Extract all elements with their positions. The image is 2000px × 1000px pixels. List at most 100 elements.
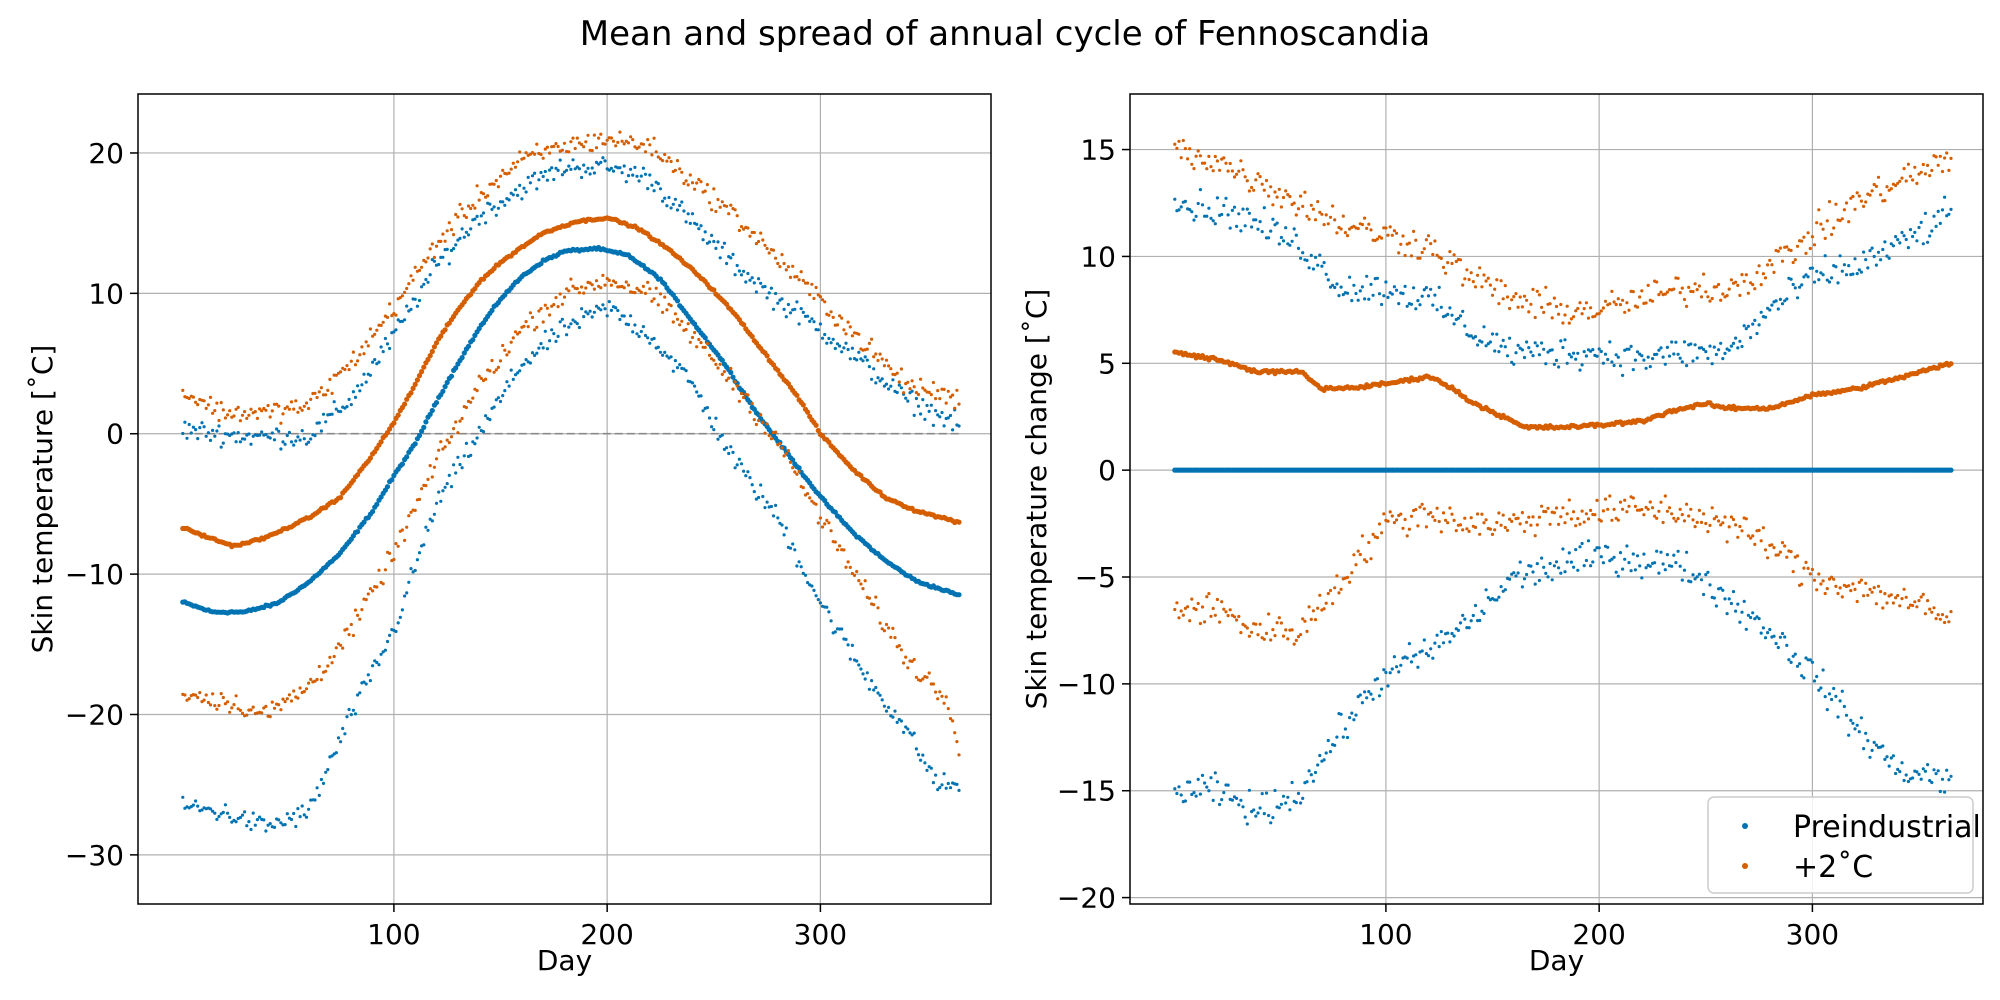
data-point: [795, 300, 799, 304]
data-point: [1572, 565, 1576, 569]
data-point: [400, 319, 404, 323]
data-point: [268, 436, 272, 440]
left-x-axis-label: Day: [537, 944, 592, 977]
data-point: [413, 297, 417, 301]
data-point: [360, 345, 364, 349]
data-point: [1303, 190, 1307, 194]
data-point: [279, 708, 283, 712]
data-point: [631, 330, 635, 334]
data-point: [202, 698, 206, 702]
data-point: [603, 159, 607, 163]
data-point: [699, 341, 703, 345]
data-point: [196, 437, 200, 441]
data-point: [1761, 526, 1765, 530]
data-point: [893, 636, 897, 640]
data-point: [1599, 519, 1603, 523]
data-point: [780, 523, 784, 527]
data-point: [541, 156, 545, 160]
data-point: [430, 475, 434, 479]
data-point: [432, 465, 436, 469]
data-point: [417, 298, 422, 303]
data-point: [1277, 616, 1281, 620]
data-point: [1900, 230, 1904, 235]
data-point: [1392, 229, 1396, 233]
data-point: [324, 393, 328, 397]
data-point: [737, 457, 742, 461]
data-point: [1196, 601, 1200, 606]
data-point: [1857, 580, 1861, 585]
data-point: [1296, 246, 1301, 250]
data-point: [791, 264, 795, 268]
data-point: [716, 197, 720, 202]
data-point: [1461, 283, 1465, 287]
data-point: [383, 568, 387, 572]
data-point: [1597, 347, 1601, 351]
data-point: [1215, 597, 1219, 602]
data-point: [1493, 528, 1497, 532]
data-point: [1864, 200, 1868, 204]
data-point: [601, 303, 605, 307]
data-point: [720, 200, 724, 204]
series-0-mean: [180, 244, 962, 616]
data-point: [1294, 638, 1298, 643]
data-point: [1305, 214, 1309, 218]
data-point: [1341, 214, 1345, 218]
data-point: [582, 315, 586, 319]
data-point: [441, 447, 445, 451]
data-point: [543, 147, 547, 151]
data-point: [1273, 634, 1277, 638]
data-point: [1783, 544, 1787, 548]
data-point: [1435, 633, 1439, 637]
data-point: [1431, 656, 1435, 660]
data-point: [780, 253, 784, 257]
data-point: [697, 337, 701, 342]
data-point: [1358, 693, 1362, 697]
data-point: [362, 680, 366, 684]
data-point: [247, 432, 251, 436]
data-point: [788, 275, 793, 279]
data-point: [1847, 584, 1851, 588]
data-point: [1209, 776, 1213, 780]
data-point: [260, 430, 264, 434]
data-point: [1917, 172, 1921, 176]
data-point: [345, 405, 349, 409]
data-point: [771, 514, 776, 518]
data-point: [1218, 802, 1222, 807]
data-point: [1862, 747, 1866, 751]
data-point: [238, 708, 242, 713]
data-point: [417, 268, 422, 272]
data-point: [1574, 357, 1578, 361]
data-point: [412, 441, 418, 447]
data-point: [398, 296, 402, 300]
data-point: [460, 416, 464, 421]
data-point: [719, 357, 725, 363]
data-point: [1277, 187, 1281, 191]
data-point: [588, 172, 592, 176]
data-point: [1241, 168, 1245, 172]
data-point: [217, 418, 221, 423]
data-point: [1823, 591, 1827, 596]
data-point: [1388, 510, 1392, 514]
data-point: [1665, 290, 1669, 294]
data-point: [1906, 246, 1910, 250]
data-point: [539, 307, 543, 311]
data-point: [1371, 697, 1375, 701]
data-point: [1708, 299, 1712, 303]
data-point: [652, 336, 656, 341]
data-point: [1870, 590, 1874, 594]
data-point: [1548, 302, 1552, 306]
data-point: [1693, 525, 1697, 529]
data-point: [272, 438, 277, 442]
data-point: [416, 373, 423, 379]
data-point: [1578, 368, 1582, 372]
data-point: [584, 140, 588, 144]
data-point: [769, 286, 774, 290]
data-point: [1627, 308, 1631, 312]
data-point: [496, 396, 500, 400]
data-point: [1260, 230, 1264, 234]
data-point: [234, 440, 238, 444]
data-point: [795, 564, 799, 568]
data-point: [844, 637, 848, 642]
data-point: [1352, 283, 1356, 287]
data-point: [1830, 575, 1834, 579]
